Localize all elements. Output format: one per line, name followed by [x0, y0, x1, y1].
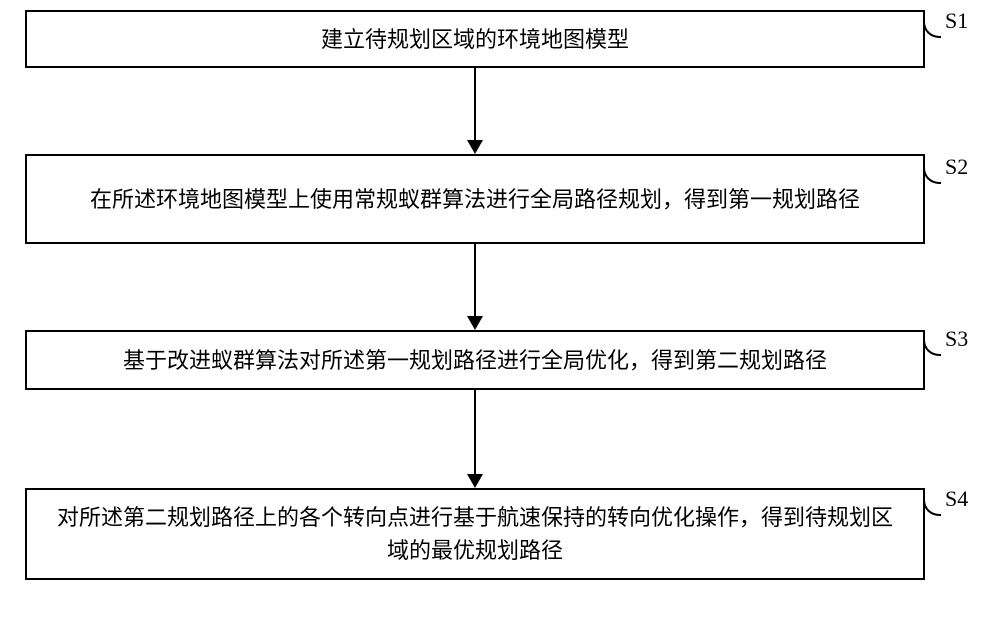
- arrow-head: [467, 474, 483, 488]
- step-box-s2: 在所述环境地图模型上使用常规蚁群算法进行全局路径规划，得到第一规划路径: [25, 154, 925, 244]
- step-box-s3: 基于改进蚁群算法对所述第一规划路径进行全局优化，得到第二规划路径: [25, 330, 925, 390]
- step-text: 对所述第二规划路径上的各个转向点进行基于航速保持的转向优化操作，得到待规划区域的…: [47, 501, 903, 567]
- arrow-line: [474, 244, 476, 316]
- step-label-s2: S2: [945, 154, 968, 180]
- label-hook-s3: [923, 330, 941, 356]
- arrow-s3-s4: [467, 390, 483, 488]
- label-hook-s2: [923, 158, 941, 184]
- step-text: 基于改进蚁群算法对所述第一规划路径进行全局优化，得到第二规划路径: [123, 344, 827, 377]
- arrow-s2-s3: [467, 244, 483, 330]
- step-label-s4: S4: [945, 486, 968, 512]
- arrow-head: [467, 140, 483, 154]
- step-text: 在所述环境地图模型上使用常规蚁群算法进行全局路径规划，得到第一规划路径: [90, 183, 860, 216]
- flowchart-container: 建立待规划区域的环境地图模型 S1 在所述环境地图模型上使用常规蚁群算法进行全局…: [25, 8, 975, 608]
- step-label-s3: S3: [945, 326, 968, 352]
- step-label-s1: S1: [945, 8, 968, 34]
- step-box-s1: 建立待规划区域的环境地图模型: [25, 10, 925, 68]
- label-hook-s4: [923, 490, 941, 516]
- step-box-s4: 对所述第二规划路径上的各个转向点进行基于航速保持的转向优化操作，得到待规划区域的…: [25, 488, 925, 580]
- arrow-line: [474, 68, 476, 140]
- arrow-head: [467, 316, 483, 330]
- label-hook-s1: [923, 12, 941, 38]
- step-text: 建立待规划区域的环境地图模型: [321, 23, 629, 56]
- arrow-line: [474, 390, 476, 474]
- arrow-s1-s2: [467, 68, 483, 154]
